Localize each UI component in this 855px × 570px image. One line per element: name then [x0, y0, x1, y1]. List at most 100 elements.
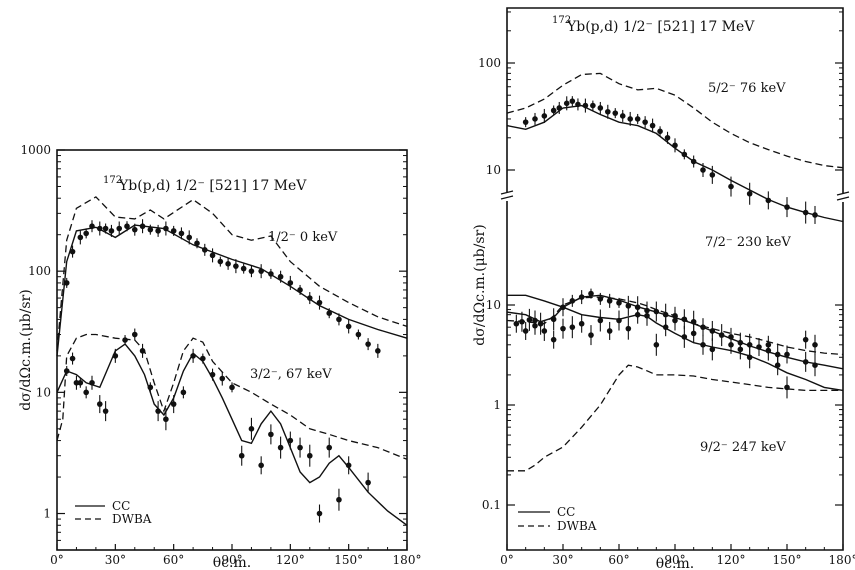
left-x-tick-label: 0° — [50, 553, 64, 567]
right-data-point — [590, 102, 596, 109]
left-data-point — [217, 258, 224, 265]
left-data-point — [163, 225, 169, 232]
right-data-point — [634, 311, 641, 318]
left-data-point — [238, 452, 245, 459]
left-data-point — [201, 247, 208, 253]
right-data-point — [709, 172, 716, 178]
right-data-point — [728, 341, 734, 348]
right-cc-curve-3 — [507, 294, 844, 392]
left-data-point — [131, 226, 138, 233]
left-data-point — [77, 234, 84, 241]
left-data-point — [194, 240, 200, 247]
left-x-tick-label: 90° — [221, 553, 242, 567]
left-data-point — [96, 225, 103, 232]
right-x-tick-label: 90° — [664, 553, 685, 567]
left-data-point — [326, 310, 333, 316]
left-data-point — [297, 444, 303, 451]
left-series-label-1: 1/2⁻ 0 keV — [268, 230, 338, 245]
right-data-point — [550, 336, 557, 343]
left-data-point — [268, 431, 274, 438]
left-data-point — [180, 389, 187, 396]
left-plot-frame — [56, 149, 408, 551]
left-dwba-curve-1 — [56, 196, 408, 351]
left-data-point — [116, 225, 123, 232]
right-data-point — [746, 190, 753, 197]
left-data-point — [89, 223, 95, 230]
left-data-point — [209, 252, 216, 259]
right-x-tick-label: 180° — [829, 553, 855, 567]
left-x-tick-label: 120° — [276, 553, 305, 567]
left-data-point — [190, 353, 196, 359]
right-data-point — [662, 324, 669, 330]
right-x-tick-label: 120° — [717, 553, 746, 567]
right-axis-break-left — [500, 190, 514, 200]
right-data-point — [728, 183, 734, 190]
right-data-point — [709, 346, 716, 353]
right-data-point — [681, 334, 688, 340]
right-data-point — [690, 158, 697, 165]
right-legend-cc: CC — [557, 505, 575, 519]
left-legend-dwba: DWBA — [112, 512, 152, 526]
right-data-point — [560, 325, 566, 332]
right-series-label-1: 5/2⁻ 76 keV — [708, 81, 786, 96]
right-data-point — [746, 354, 753, 361]
left-y-tick-label: 1 — [43, 507, 51, 521]
right-data-point — [578, 294, 585, 300]
right-x-axis-label: θc.m. — [656, 556, 694, 570]
left-data-point — [248, 426, 255, 432]
left-data-point — [287, 437, 294, 444]
right-data-point — [560, 304, 566, 311]
right-data-point — [541, 328, 548, 334]
left-data-point — [108, 228, 115, 234]
right-axis-break-right — [836, 191, 850, 201]
left-data-point — [277, 273, 284, 280]
left-data-point — [219, 375, 226, 382]
right-data-point — [774, 362, 781, 369]
left-cc-curves — [56, 224, 408, 526]
left-data-point — [229, 384, 235, 391]
left-data-point — [316, 299, 323, 306]
left-data-point — [225, 261, 231, 267]
right-data-point — [681, 151, 688, 158]
left-data-point — [122, 337, 128, 343]
left-data-point — [248, 268, 255, 274]
right-data-point — [718, 332, 725, 338]
left-data-point — [365, 341, 371, 347]
left-dwba-curve-2 — [56, 333, 408, 460]
right-x-tick-label: 150° — [773, 553, 802, 567]
right-data-point — [619, 113, 626, 119]
right-data-point — [532, 116, 538, 122]
right-data-point — [569, 298, 576, 304]
left-axis-ticks: 0° 30° 60° 90° 120° 150° 180° 1 10 100 1000 — [20, 143, 421, 567]
right-data-point — [812, 341, 818, 348]
right-data-point — [644, 312, 650, 319]
right-data-point — [784, 351, 790, 358]
right-data-point — [653, 341, 660, 348]
right-y-tick-label: 1 — [493, 398, 501, 412]
left-data-point — [365, 479, 371, 486]
right-data-point — [541, 113, 548, 119]
left-data-point — [316, 510, 323, 517]
right-data-point — [812, 362, 818, 369]
left-cc-curve-1 — [56, 224, 408, 356]
left-data-point — [63, 280, 70, 286]
right-data-point — [634, 116, 641, 122]
right-data-point — [802, 359, 809, 365]
right-data-point — [627, 116, 633, 122]
right-data-point — [550, 107, 557, 114]
left-data-point — [306, 452, 313, 459]
left-data-point — [163, 416, 169, 423]
left-data-point — [89, 379, 95, 386]
right-data-point — [537, 320, 544, 327]
right-data-point — [532, 317, 538, 324]
right-x-tick-label: 0° — [500, 553, 514, 567]
right-data-point — [784, 384, 790, 391]
right-data-point — [519, 318, 525, 325]
left-data-point — [186, 234, 193, 241]
right-y-tick-label: 10 — [486, 163, 501, 177]
left-data-point — [69, 248, 76, 255]
right-dwba-curves — [506, 72, 844, 472]
right-series-label-3: 9/2⁻ 247 keV — [700, 440, 786, 455]
right-cc-curve-2 — [506, 294, 844, 370]
right-dwba-curve-3 — [507, 364, 843, 472]
